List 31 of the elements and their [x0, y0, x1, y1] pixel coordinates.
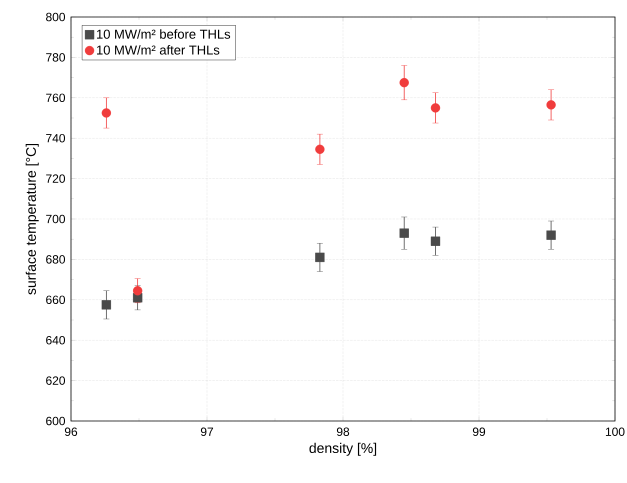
x-tick-label: 97 — [200, 428, 214, 436]
x-tick-label: 98 — [336, 428, 350, 436]
point — [102, 300, 112, 310]
y-tick-label: 660 — [46, 296, 66, 304]
point — [315, 252, 325, 262]
y-tick-label: 620 — [46, 376, 66, 385]
y-axis-title: surface temperature [°C] — [26, 144, 39, 295]
y-tick-label: 740 — [46, 134, 66, 142]
point — [430, 103, 440, 113]
legend-label: 10 MW/m² before THLs — [97, 29, 230, 39]
y-tick-label: 760 — [46, 94, 66, 102]
point — [315, 144, 325, 154]
legend-label: 10 MW/m² after THLs — [97, 45, 220, 55]
point — [546, 230, 556, 240]
x-axis-title: density [%] — [309, 442, 376, 456]
point — [400, 78, 409, 88]
y-tick-label: 720 — [46, 174, 66, 183]
point — [102, 108, 112, 118]
x-tick-label: 100 — [606, 428, 625, 436]
x-tick-label: 99 — [472, 428, 486, 436]
point — [430, 236, 440, 246]
point — [132, 286, 142, 296]
y-tick-label: 700 — [46, 214, 66, 224]
point — [546, 100, 556, 110]
x-tick-label: 96 — [64, 428, 78, 436]
y-tick-label: 780 — [46, 53, 66, 62]
y-tick-label: 680 — [46, 255, 66, 264]
y-tick-label: 600 — [46, 416, 66, 426]
y-tick-label: 800 — [46, 12, 66, 22]
point — [400, 228, 409, 238]
y-tick-label: 640 — [46, 336, 66, 344]
